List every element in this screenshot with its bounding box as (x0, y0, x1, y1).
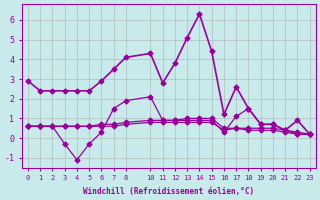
X-axis label: Windchill (Refroidissement éolien,°C): Windchill (Refroidissement éolien,°C) (83, 187, 254, 196)
